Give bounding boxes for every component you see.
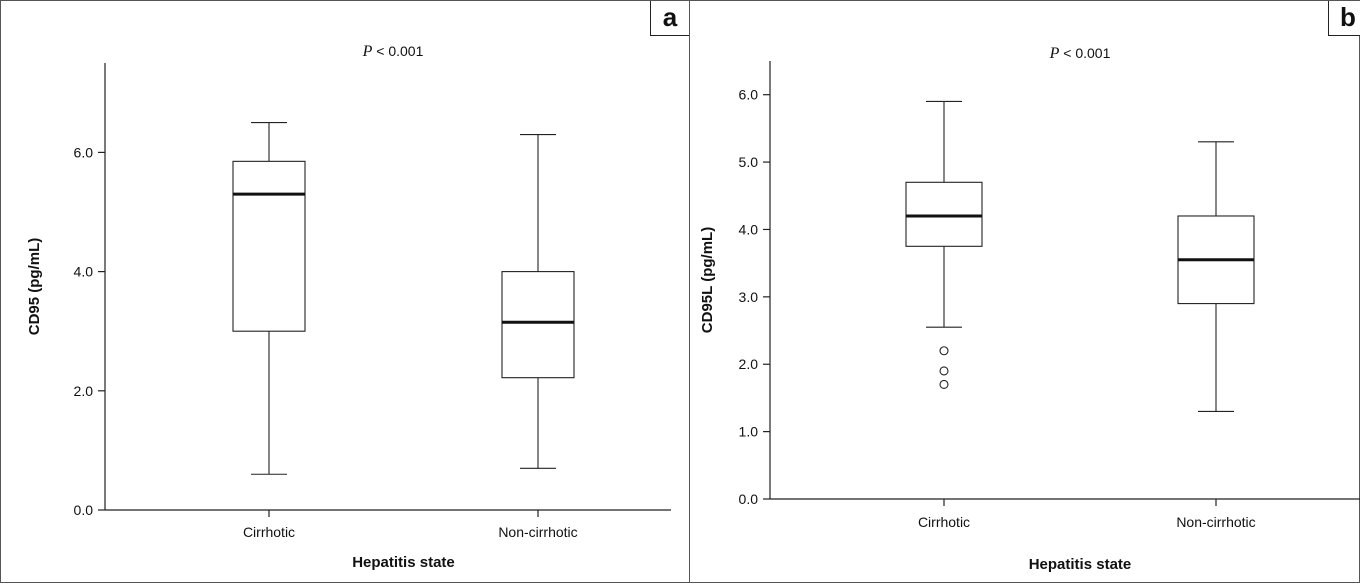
panel-a: 0.0 2.0 4.0 6.0 Cirrhotic Non-cirrhotic P < 0.… <box>0 0 690 583</box>
p-value-text: < 0.001 <box>1059 45 1110 61</box>
x-tick-label: Cirrhotic <box>918 514 970 530</box>
x-tick-label: Non-cirrhotic <box>1176 514 1255 530</box>
p-value-annotation: P < 0.001 <box>1049 45 1111 62</box>
y-axis-title: CD95 (pg/mL) <box>26 238 43 336</box>
x-axis-title: Hepatitis state <box>1029 556 1132 573</box>
p-symbol: P <box>362 43 373 60</box>
x-tick-label: Cirrhotic <box>243 524 295 540</box>
panel-label-b: b <box>1328 1 1360 36</box>
x-axis-title: Hepatitis state <box>352 554 455 571</box>
y-tick-label: 1.0 <box>739 424 759 440</box>
y-tick-label: 5.0 <box>739 154 759 170</box>
box-iqr <box>501 271 575 379</box>
p-value-text: < 0.001 <box>372 43 423 59</box>
chart-a-svg: 0.0 2.0 4.0 6.0 Cirrhotic Non-cirrhotic P < 0.… <box>26 43 671 571</box>
y-tick-label: 2.0 <box>74 383 94 399</box>
y-tick-label: 6.0 <box>74 144 94 160</box>
chart-b-svg: 0.0 1.0 2.0 3.0 4.0 5.0 6.0 Cirrhotic Non-cirrho… <box>699 45 1360 573</box>
y-tick-label: 4.0 <box>74 264 94 280</box>
y-tick-label: 0.0 <box>74 502 94 518</box>
y-tick-label: 4.0 <box>739 221 759 237</box>
outlier-point <box>939 346 949 356</box>
y-tick-label: 2.0 <box>739 356 759 372</box>
box-iqr <box>905 181 983 247</box>
outlier-point <box>939 366 949 376</box>
y-axis-title: CD95L (pg/mL) <box>699 227 716 333</box>
panel-label-a: a <box>650 1 689 36</box>
outlier-point <box>939 379 949 389</box>
box-iqr <box>232 160 306 332</box>
p-symbol: P <box>1049 45 1060 62</box>
x-tick-label: Non-cirrhotic <box>498 524 577 540</box>
y-tick-label: 6.0 <box>739 87 759 103</box>
y-tick-label: 3.0 <box>739 289 759 305</box>
y-tick-label: 0.0 <box>739 491 759 507</box>
p-value-annotation: P < 0.001 <box>362 43 424 60</box>
panel-b: 0.0 1.0 2.0 3.0 4.0 5.0 6.0 Cirrhotic Non-cirrho… <box>690 0 1360 583</box>
